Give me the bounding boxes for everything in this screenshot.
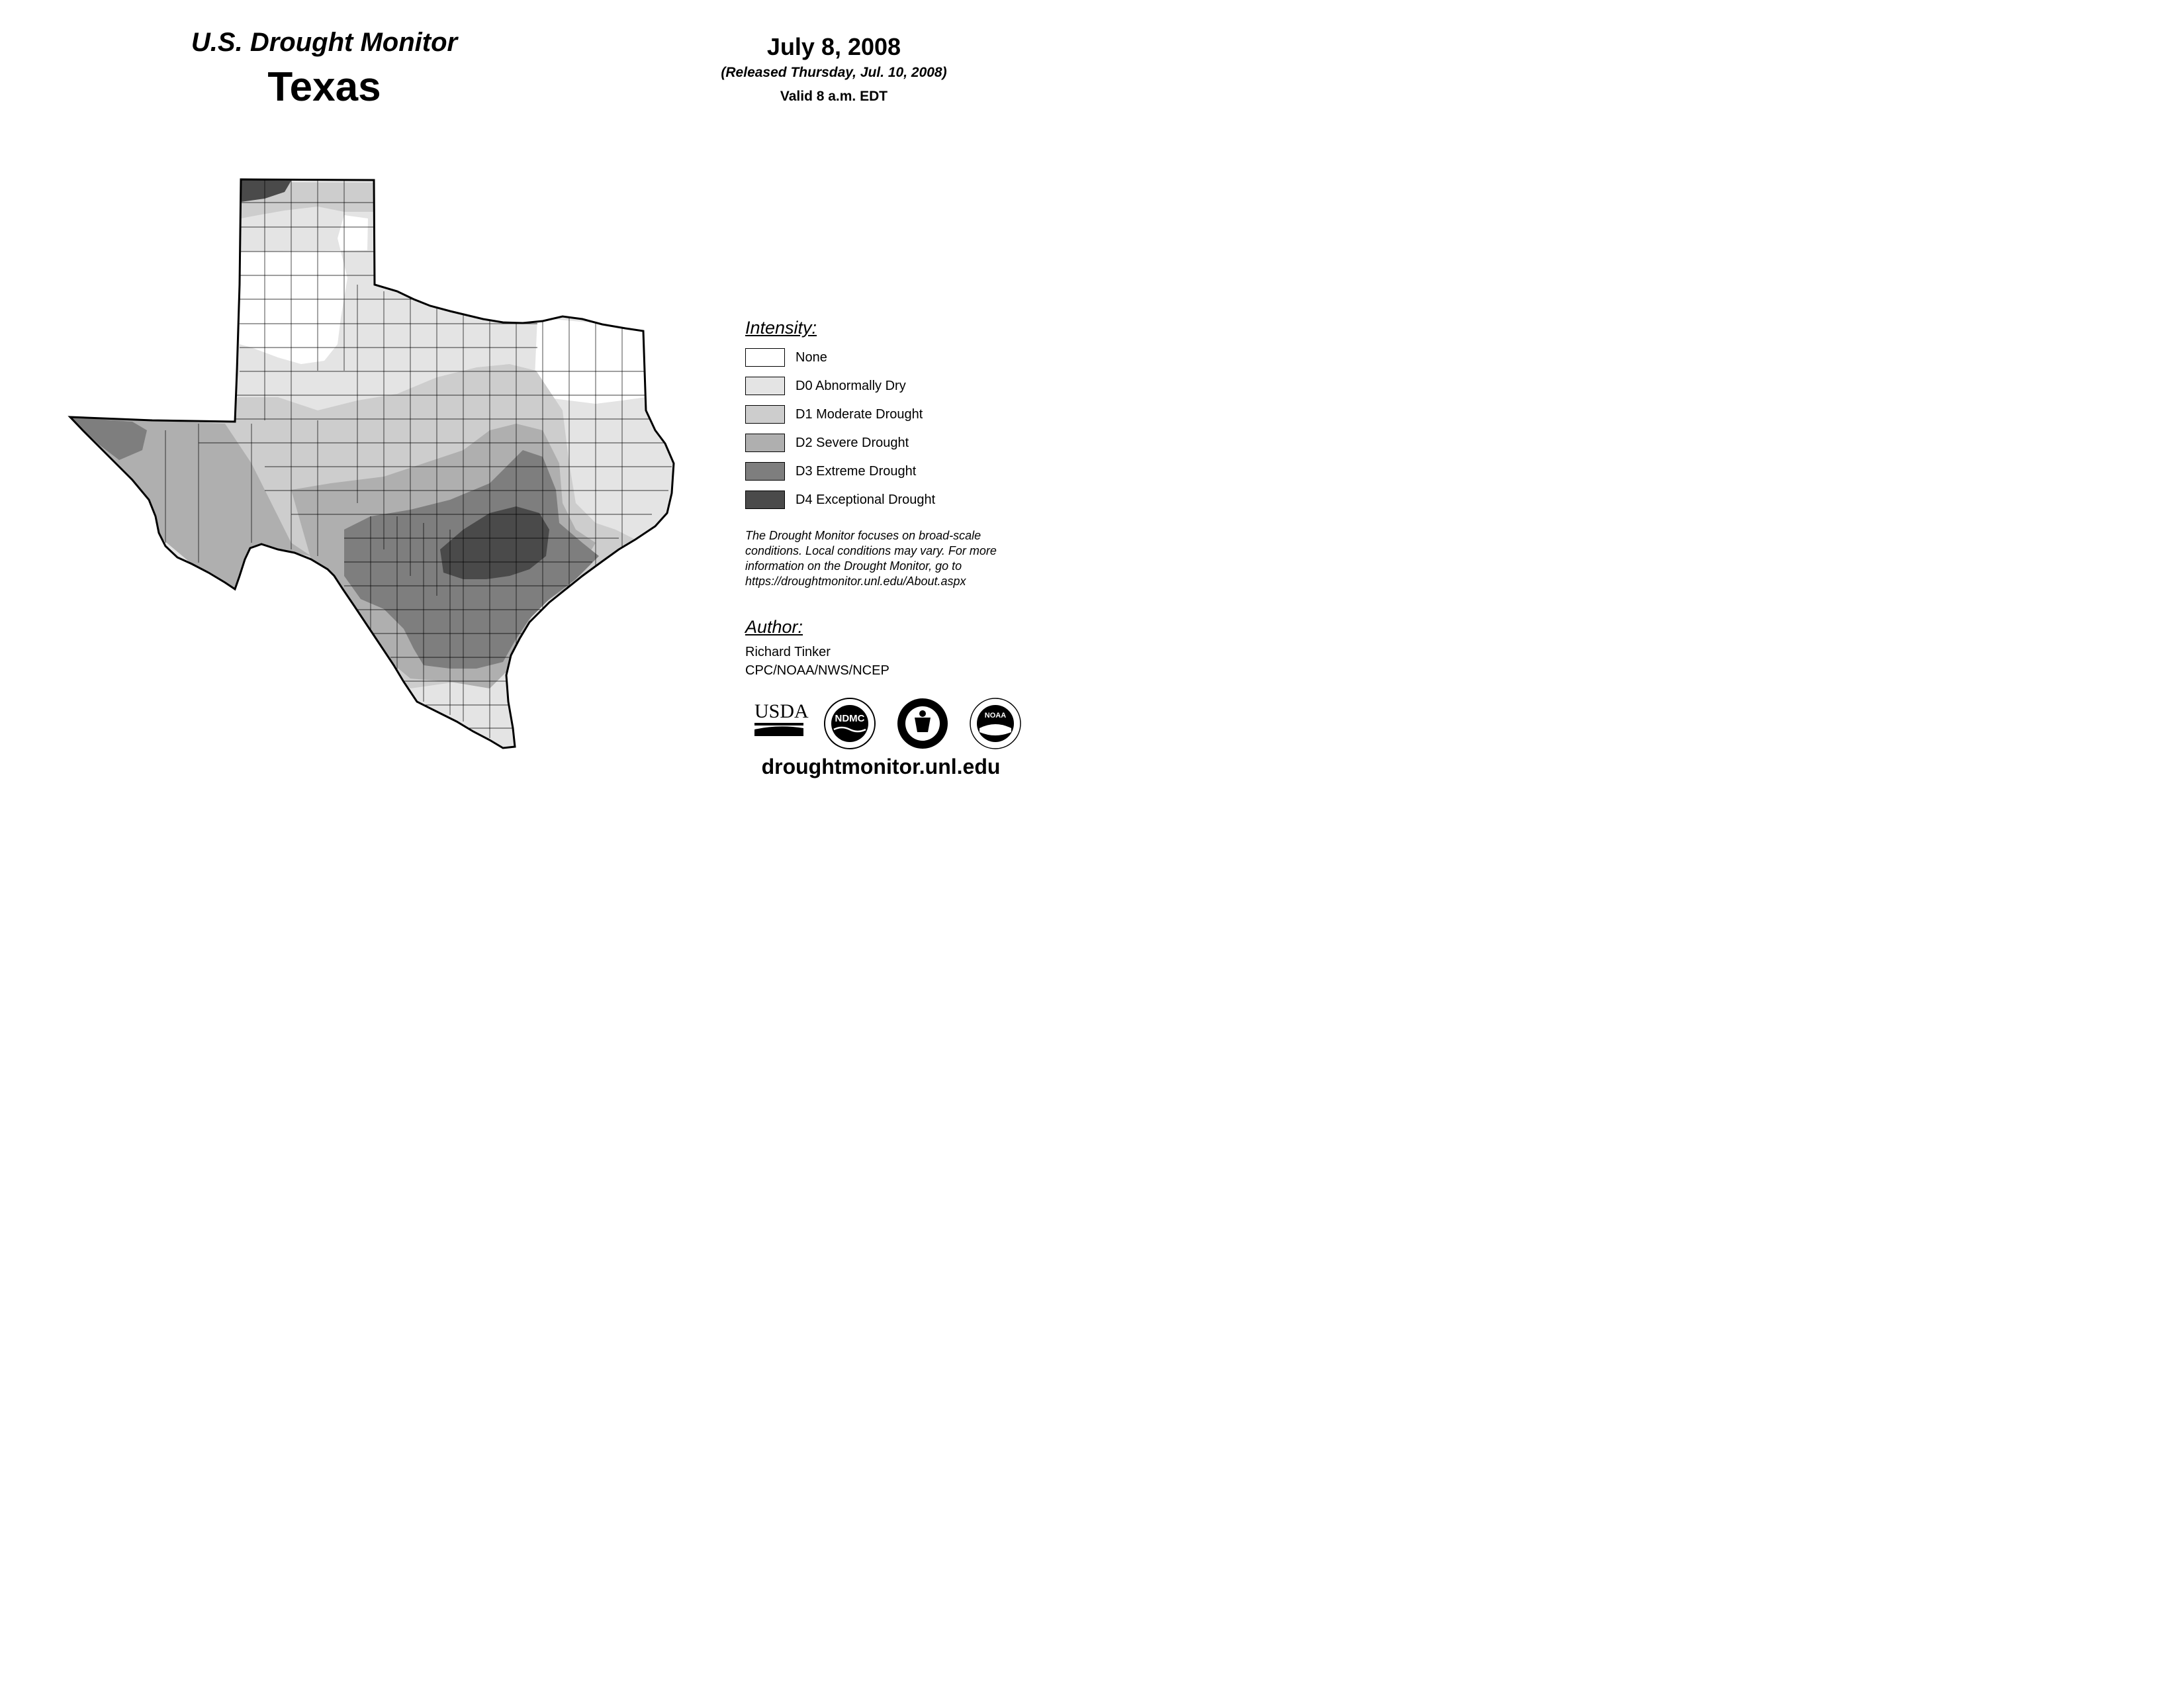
usda-logo-text: USDA (754, 700, 809, 722)
legend-item: D4 Exceptional Drought (745, 491, 964, 512)
legend-swatch (745, 405, 785, 424)
department-of-commerce-seal-icon (897, 698, 948, 749)
texas-drought-map (69, 178, 675, 749)
ndmc-logo: NDMC (824, 698, 876, 749)
zone-d4-exceptional (440, 506, 549, 579)
state-name: Texas (267, 64, 381, 110)
legend-swatch (745, 491, 785, 509)
author-organization: CPC/NOAA/NWS/NCEP (745, 663, 889, 678)
author-heading: Author: (745, 617, 803, 637)
legend-swatch (745, 434, 785, 452)
legend-label: D2 Severe Drought (796, 436, 909, 450)
map-date: July 8, 2008 (766, 33, 901, 60)
map-title: U.S. Drought Monitor (191, 28, 458, 57)
county-lines-horizontal (199, 202, 672, 729)
legend-label: D3 Extreme Drought (796, 464, 917, 479)
legend-item: None (745, 348, 964, 369)
zone-d3-westtip (70, 417, 147, 460)
legend-item: D2 Severe Drought (745, 434, 964, 455)
website-url: droughtmonitor.unl.edu (761, 755, 1001, 778)
legend-label: D4 Exceptional Drought (796, 492, 936, 507)
author-name: Richard Tinker (745, 645, 831, 659)
noaa-logo: NOAA (970, 698, 1021, 749)
legend-swatch (745, 377, 785, 395)
legend-item: D1 Moderate Drought (745, 405, 964, 426)
zone-d4-panhandle (241, 180, 291, 202)
usda-logo: USDA (754, 700, 809, 736)
legend-label: D1 Moderate Drought (796, 407, 923, 422)
county-lines-vertical (165, 179, 623, 738)
zone-d2-west (70, 417, 311, 589)
legend-item: D3 Extreme Drought (745, 462, 964, 483)
county-grid (165, 179, 672, 738)
disclaimer-note: The Drought Monitor focuses on broad-sca… (745, 529, 997, 588)
agency-logos: USDA NDMC NOAA (754, 698, 1021, 749)
legend-swatch (745, 462, 785, 481)
legend-label: D0 Abnormally Dry (796, 379, 906, 393)
release-date: (Released Thursday, Jul. 10, 2008) (721, 65, 947, 80)
noaa-logo-text: NOAA (985, 712, 1006, 720)
zone-none-east (535, 318, 646, 404)
zone-none-panhandle (240, 215, 368, 364)
ndmc-logo-text: NDMC (835, 713, 865, 724)
legend-title: Intensity: (745, 318, 817, 338)
legend-label: None (796, 350, 827, 365)
valid-time: Valid 8 a.m. EDT (780, 89, 888, 104)
legend-swatch (745, 348, 785, 367)
legend-item: D0 Abnormally Dry (745, 377, 964, 398)
